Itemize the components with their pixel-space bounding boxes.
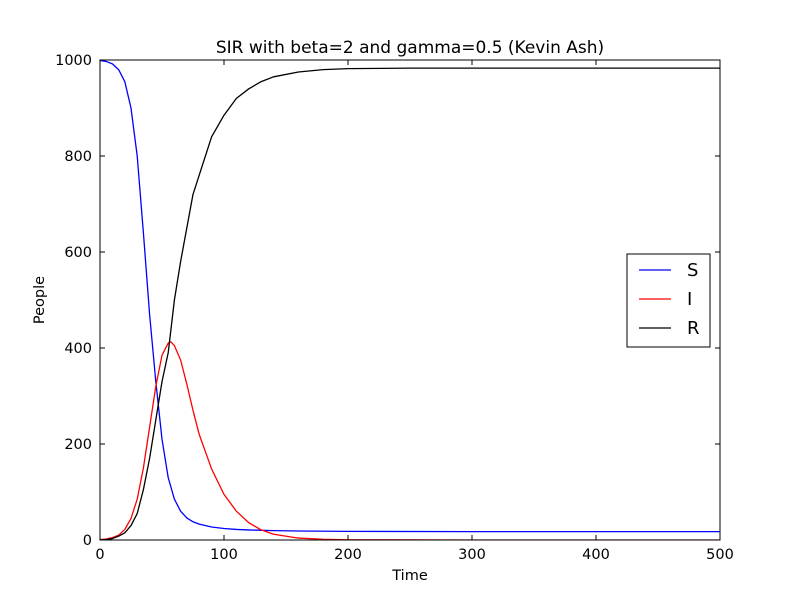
series-line-r <box>100 67 720 540</box>
x-tick-label: 100 <box>210 547 238 563</box>
y-tick-label: 1000 <box>55 53 92 69</box>
y-axis-label: People <box>32 276 48 324</box>
plot-area <box>99 59 721 541</box>
legend-label-i: I <box>687 289 692 310</box>
x-tick-label: 500 <box>706 547 734 563</box>
y-tick-label: 400 <box>64 341 92 357</box>
legend-label-r: R <box>687 318 700 339</box>
chart-title: SIR with beta=2 and gamma=0.5 (Kevin Ash… <box>216 38 604 58</box>
x-tick-label: 200 <box>334 547 362 563</box>
series-line-i <box>100 341 720 540</box>
y-tick-label: 200 <box>64 437 92 453</box>
x-tick-label: 300 <box>458 547 486 563</box>
legend: SIR <box>626 253 711 348</box>
plot-frame <box>99 59 721 541</box>
legend-label-s: S <box>687 260 698 281</box>
x-tick-label: 400 <box>582 547 610 563</box>
y-tick-label: 600 <box>64 245 92 261</box>
series-line-s <box>100 60 720 533</box>
x-axis-label: Time <box>391 568 428 584</box>
x-tick-label: 0 <box>95 547 104 563</box>
y-tick-label: 0 <box>83 533 92 549</box>
axis-ticks: 0 100 200 300 400 500 0 200 400 600 800 1000 <box>55 53 734 563</box>
y-tick-label: 800 <box>64 149 92 165</box>
